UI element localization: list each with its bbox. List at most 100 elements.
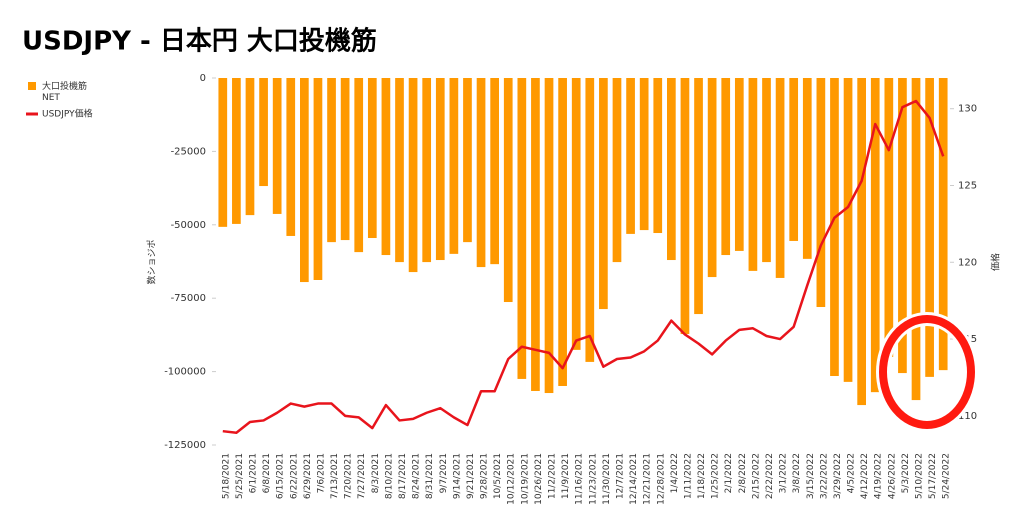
x-tick-label: 7/6/2021	[316, 453, 326, 493]
bar	[218, 78, 228, 227]
legend-label-line: 大口投機筋	[42, 80, 87, 92]
bar	[707, 78, 717, 278]
y-tick-label: 0	[200, 73, 206, 84]
price-line	[222, 99, 945, 434]
x-tick-label: 3/15/2022	[806, 453, 816, 499]
bar	[354, 78, 364, 253]
x-tick-label: 7/20/2021	[344, 453, 354, 499]
chart-title: USDJPY - 日本円 大口投機筋	[22, 26, 377, 57]
bar	[938, 78, 948, 371]
bar	[884, 78, 894, 357]
legend-label: 大口投機筋 NET	[42, 80, 87, 103]
x-tick-label: 6/22/2021	[289, 453, 299, 499]
bar	[408, 78, 418, 273]
bar	[612, 78, 622, 263]
bar	[503, 78, 513, 303]
bar	[898, 78, 907, 374]
bar	[925, 78, 934, 377]
bar	[531, 78, 540, 391]
y-tick-label: -100000	[164, 367, 206, 378]
y2-tick-label: 120	[958, 257, 977, 268]
bar	[381, 78, 391, 256]
bar	[435, 78, 445, 261]
x-tick-label: 4/26/2022	[887, 453, 897, 499]
x-tick-label: 10/26/2021	[534, 453, 544, 505]
x-tick-label: 11/30/2021	[602, 453, 612, 505]
x-tick-label: 4/19/2022	[874, 453, 884, 499]
bar	[857, 78, 866, 406]
y-axis-label: 数ショジポ	[146, 239, 158, 284]
x-tick-label: 9/28/2021	[480, 453, 490, 499]
bar	[544, 78, 554, 394]
x-tick-label: 11/16/2021	[575, 453, 585, 505]
bar	[775, 78, 785, 278]
y-tick-label: -50000	[171, 220, 206, 231]
x-tick-label: 2/8/2022	[738, 453, 748, 493]
x-tick-label: 8/24/2021	[412, 453, 422, 499]
x-tick-label: 1/11/2022	[683, 453, 693, 499]
x-tick-label: 10/19/2021	[520, 453, 530, 505]
bar	[843, 78, 853, 382]
x-tick-label: 5/10/2022	[915, 453, 925, 499]
legend-swatch	[28, 82, 36, 90]
bar	[476, 78, 486, 268]
x-tick-label: 8/3/2021	[371, 453, 381, 493]
x-tick-label: 5/17/2022	[928, 453, 938, 499]
y-tick-label: -75000	[171, 293, 206, 304]
x-tick-label: 12/28/2021	[656, 453, 666, 505]
legend-label: USDJPY価格	[42, 108, 93, 120]
x-tick-label: 5/3/2022	[901, 453, 911, 493]
x-tick-label: 7/27/2021	[357, 453, 367, 499]
x-tick-label: 5/25/2021	[235, 453, 245, 499]
bar	[367, 78, 377, 239]
bar	[734, 78, 744, 251]
bar	[340, 78, 350, 241]
x-tick-label: 6/15/2021	[276, 453, 286, 499]
x-tick-label: 9/21/2021	[466, 453, 476, 499]
bar	[463, 78, 472, 243]
x-tick-label: 2/22/2022	[765, 453, 775, 499]
x-tick-label: 6/8/2021	[262, 453, 272, 493]
x-tick-label: 11/2/2021	[548, 453, 558, 499]
y-tick-label: -25000	[171, 146, 206, 157]
bar	[245, 78, 255, 216]
bar	[639, 78, 649, 231]
y2-tick-label: 130	[958, 104, 977, 115]
bar	[558, 78, 567, 386]
x-tick-label: 1/4/2022	[670, 453, 680, 493]
bar	[232, 78, 241, 224]
bar	[789, 78, 799, 241]
bar	[653, 78, 663, 234]
x-tick-label: 4/5/2022	[847, 453, 857, 493]
bar	[870, 78, 880, 393]
x-tick-label: 9/7/2021	[439, 453, 449, 493]
x-tick-label: 8/31/2021	[425, 453, 435, 499]
bar	[694, 78, 703, 315]
bar	[313, 78, 323, 280]
bar	[395, 78, 404, 263]
x-tick-label: 10/12/2021	[507, 453, 517, 505]
bar	[911, 78, 921, 401]
x-tick-label: 5/18/2021	[221, 453, 231, 499]
bar	[327, 78, 336, 243]
x-tick-label: 12/7/2021	[615, 453, 625, 499]
bar	[748, 78, 758, 271]
bar	[422, 78, 432, 263]
x-tick-label: 1/25/2022	[711, 453, 721, 499]
bar	[762, 78, 771, 263]
x-tick-label: 11/23/2021	[588, 453, 598, 505]
x-tick-label: 4/12/2022	[860, 453, 870, 499]
y2-axis-label: 価格	[990, 253, 1002, 271]
bar	[585, 78, 595, 362]
x-tick-label: 6/29/2021	[303, 453, 313, 499]
bar	[802, 78, 812, 259]
bar	[599, 78, 608, 310]
bar	[517, 78, 527, 379]
legend-label-line: NET	[42, 93, 60, 103]
bar	[490, 78, 499, 265]
x-tick-label: 3/8/2022	[792, 453, 802, 493]
x-tick-label: 11/9/2021	[561, 453, 571, 499]
bar	[721, 78, 731, 256]
bar	[571, 78, 581, 350]
